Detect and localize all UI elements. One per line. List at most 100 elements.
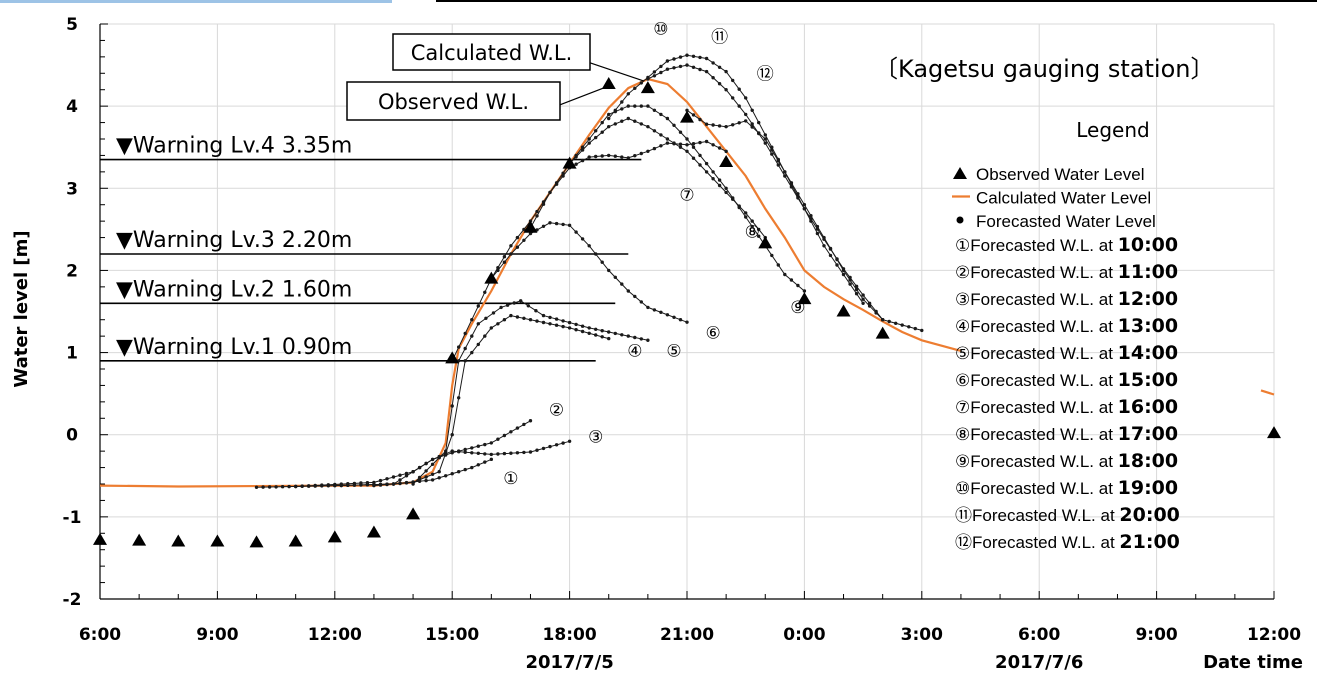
forecast-point (750, 125, 754, 129)
forecast-point (659, 144, 663, 148)
forecast-point (515, 245, 520, 249)
forecast-point (678, 64, 683, 69)
forecast-point (698, 153, 702, 158)
observed-point (249, 535, 264, 548)
forecast-point (802, 289, 807, 293)
forecast-point (522, 450, 526, 455)
forecast-point (626, 156, 630, 160)
forecast-point (633, 335, 637, 340)
forecast-point (567, 223, 572, 227)
forecast-point (613, 275, 617, 279)
forecast-point (704, 161, 709, 166)
forecast-point (848, 278, 852, 282)
forecast-point (763, 133, 767, 137)
forecast-point (626, 104, 630, 108)
forecast-point (613, 331, 617, 336)
forecast-point (717, 146, 722, 150)
forecast-point (470, 451, 474, 455)
forecast-point (450, 449, 454, 453)
forecast-point (698, 163, 702, 167)
forecast-point (515, 315, 520, 319)
forecast-point (848, 282, 852, 286)
forecast-point (554, 443, 559, 447)
forecast-point (652, 146, 657, 151)
forecast-point (496, 437, 500, 441)
legend-entries: Observed Water Level Calculated Water Lev… (952, 165, 1180, 553)
forecast-point (411, 470, 415, 474)
forecast-number-label: ⑤ (666, 341, 681, 361)
forecast-point (835, 263, 839, 267)
forecast-point (717, 82, 722, 86)
forecast-point (483, 290, 487, 294)
legend-forecast-entry: ①Forecasted W.L. at 10:00 (955, 234, 1178, 256)
forecast-point (359, 483, 363, 487)
forecast-point (822, 235, 826, 240)
forecast-point (652, 129, 657, 133)
forecast-line (412, 300, 649, 485)
station-label: 〔Kagetsu gauging station〕 (874, 55, 1215, 83)
legend-forecast-entry: ⑦Forecasted W.L. at 16:00 (955, 396, 1178, 418)
forecast-point (678, 55, 683, 59)
forecast-point (574, 162, 578, 166)
forecast-line (490, 140, 727, 279)
forecast-point (385, 477, 389, 481)
forecast-series-21:00: ⑫ (685, 65, 924, 333)
forecast-point (672, 66, 676, 70)
forecast-point (698, 117, 702, 122)
forecast-number-label: ① (503, 469, 518, 489)
observed-point (875, 326, 890, 339)
forecast-point (444, 449, 448, 453)
forecast-point (731, 78, 735, 83)
forecast-point (594, 129, 598, 133)
forecast-point (483, 460, 487, 464)
forecast-point (685, 149, 689, 153)
forecast-point (457, 396, 461, 400)
forecast-point (287, 484, 291, 489)
y-tick-label: 3 (66, 179, 78, 199)
forecast-point (724, 88, 728, 92)
forecast-line (608, 54, 864, 304)
forecast-point (783, 170, 787, 174)
forecast-point (437, 456, 441, 460)
warning-level-label: ▼Warning Lv.2 1.60m (116, 277, 352, 302)
forecast-point (744, 215, 748, 219)
forecast-point (841, 272, 846, 277)
forecast-point (561, 222, 565, 227)
forecast-point (737, 121, 741, 125)
warning-level-label: ▼Warning Lv.4 3.35m (116, 134, 352, 159)
forecast-point (512, 301, 516, 305)
forecast-series-13:00: ④ (372, 313, 642, 488)
forecast-point (639, 337, 643, 341)
legend-forecast-entry: ⑫Forecasted W.L. at 21:00 (955, 531, 1180, 553)
forecast-point (659, 310, 663, 314)
forecast-point (685, 108, 689, 113)
forecast-point (600, 154, 604, 158)
forecast-point (704, 170, 709, 174)
forecast-point (770, 148, 774, 152)
forecast-point (450, 404, 454, 408)
forecast-point (633, 154, 637, 158)
forecast-point (580, 237, 585, 241)
forecast-point (620, 155, 624, 159)
forecast-point (470, 465, 474, 470)
observed-point (601, 76, 616, 89)
forecast-point (574, 322, 578, 327)
forecast-point (724, 125, 728, 129)
forecast-point (633, 294, 637, 299)
warning-level-label: ▼Warning Lv.3 2.20m (116, 228, 352, 253)
axes (99, 23, 1275, 600)
forecast-point (274, 485, 278, 489)
forecast-point (385, 482, 389, 487)
forecast-point (476, 342, 480, 347)
legend-forecast-entry: ⑨Forecasted W.L. at 18:00 (955, 450, 1178, 472)
forecast-point (476, 444, 480, 448)
forecast-point (659, 64, 663, 69)
forecast-point (607, 116, 611, 121)
forecast-point (476, 463, 480, 467)
forecast-point (678, 142, 683, 146)
forecast-point (567, 320, 572, 325)
observed-point (288, 534, 303, 547)
forecast-point (430, 457, 435, 462)
forecast-number-label: ③ (588, 428, 603, 448)
forecast-point (770, 152, 774, 156)
